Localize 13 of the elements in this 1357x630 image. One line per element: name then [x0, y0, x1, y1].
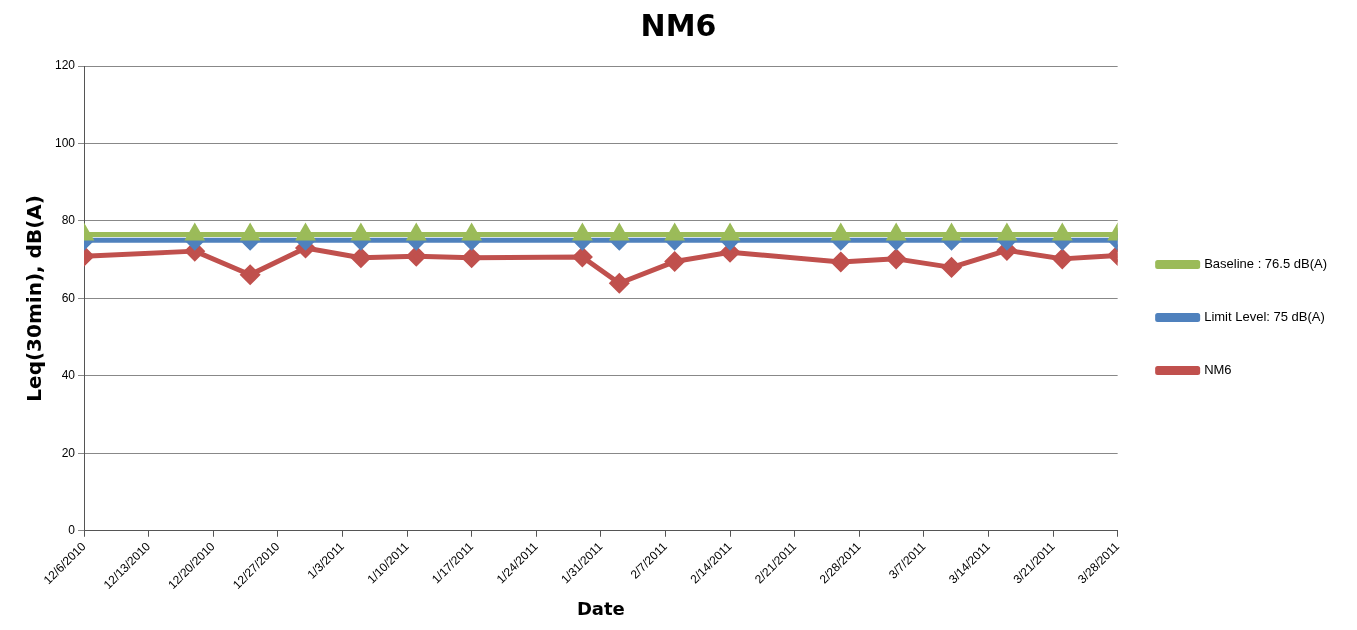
y-tick-label: 20: [61, 445, 76, 460]
y-tick-label: 80: [61, 213, 76, 228]
y-tick-label: 100: [54, 135, 76, 150]
y-tick-label: 120: [54, 58, 76, 73]
x-axis-title: Date: [576, 597, 625, 619]
y-tick-label: 60: [61, 290, 76, 305]
y-tick-label: 40: [61, 368, 76, 383]
legend-label: Baseline : 76.5 dB(A): [1204, 256, 1328, 272]
y-tick-label: 0: [68, 523, 76, 538]
legend-label: NM6: [1204, 362, 1232, 378]
chart-title: NM6: [640, 7, 717, 43]
legend-label: Limit Level: 75 dB(A): [1204, 309, 1325, 325]
y-axis-title: Leq(30min), dB(A): [22, 195, 47, 402]
